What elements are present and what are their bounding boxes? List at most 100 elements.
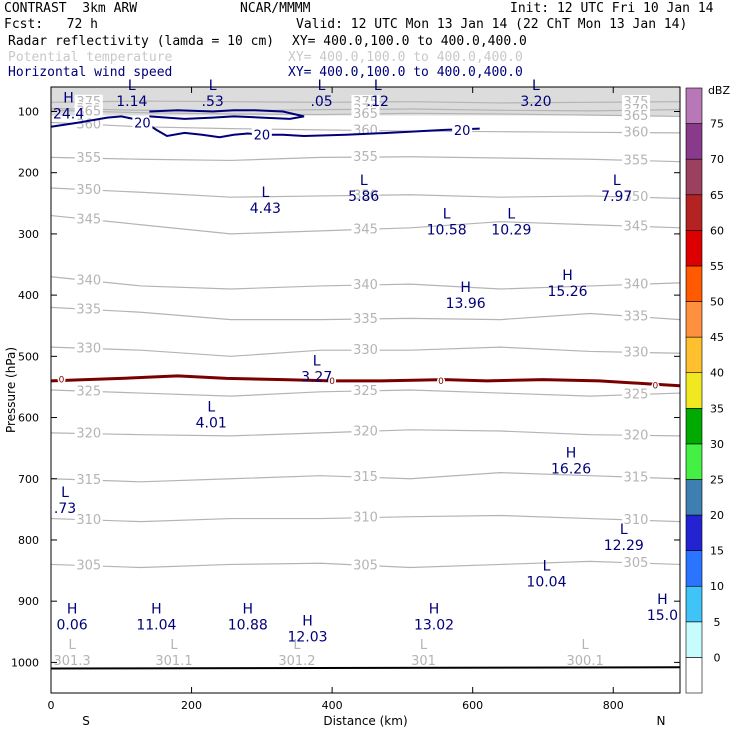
extremum-L: L bbox=[261, 185, 269, 201]
xy-theta: XY= 400.0,100.0 to 400.0,400.0 bbox=[288, 50, 523, 65]
field-reflectivity: Radar reflectivity (lamda = 10 cm) bbox=[8, 34, 275, 49]
extremum-value: 3.20 bbox=[520, 94, 551, 110]
theta-label-350: 350 bbox=[353, 188, 378, 203]
theta-label-bg bbox=[351, 510, 380, 524]
colorbar-label: 20 bbox=[710, 509, 724, 522]
y-axis-title: Pressure (hPa) bbox=[4, 347, 18, 433]
colorbar-swatch bbox=[685, 158, 703, 196]
theta-label-305: 305 bbox=[76, 559, 101, 574]
theta-label-305: 305 bbox=[353, 558, 378, 573]
x-tick-label: 400 bbox=[322, 699, 343, 712]
theta-label-bg bbox=[621, 470, 650, 484]
freezing-level-contour bbox=[50, 374, 681, 388]
extremum-value: 4.01 bbox=[196, 415, 227, 431]
extremum-value: 11.04 bbox=[136, 617, 176, 633]
theta-label-310: 310 bbox=[76, 513, 101, 528]
model-title: CONTRAST 3km ARW bbox=[4, 1, 138, 16]
x-tick-label: 600 bbox=[462, 699, 483, 712]
theta-label-bg bbox=[351, 106, 380, 120]
theta-label-340: 340 bbox=[76, 274, 101, 289]
theta-label-330: 330 bbox=[624, 345, 649, 360]
theta-label-bg bbox=[351, 278, 380, 292]
colorbar-swatch bbox=[685, 230, 703, 267]
extremum-L: L bbox=[543, 559, 551, 575]
theta-label-bg bbox=[74, 341, 103, 355]
extremum-H: H bbox=[566, 445, 577, 461]
extremum-value: 24.4 bbox=[53, 106, 84, 122]
theta-label-325: 325 bbox=[76, 384, 101, 399]
theta-label-bg bbox=[351, 558, 380, 572]
extremum-H: H bbox=[657, 592, 668, 608]
extremum-value: 13.96 bbox=[446, 296, 486, 312]
endpoint-left-label: S bbox=[82, 714, 90, 728]
y-tick-label: 800 bbox=[18, 534, 39, 547]
theta-label-bg bbox=[74, 212, 103, 226]
theta-label-bg bbox=[351, 470, 380, 484]
theta-label-bg bbox=[74, 182, 103, 196]
theta-extremum-L: L bbox=[293, 638, 301, 653]
x-tick-label: 800 bbox=[603, 699, 624, 712]
theta-extremum-value: 300.1 bbox=[567, 654, 604, 669]
theta-label-bg bbox=[621, 309, 650, 323]
extremum-L: L bbox=[128, 78, 136, 94]
colorbar-swatch bbox=[685, 194, 703, 231]
theta-label-bg bbox=[621, 125, 650, 139]
theta-label-bg bbox=[621, 555, 650, 569]
freezing-label-bg bbox=[57, 375, 66, 384]
theta-label-345: 345 bbox=[76, 212, 101, 227]
x-tick-label: 0 bbox=[48, 699, 55, 712]
extremum-value: .53 bbox=[202, 94, 224, 110]
y-tick-label: 600 bbox=[18, 412, 39, 425]
surface-line bbox=[50, 666, 681, 670]
field-theta: Potential temperature bbox=[8, 50, 173, 65]
extremum-H: H bbox=[63, 90, 74, 106]
theta-extremum-L: L bbox=[170, 638, 178, 653]
theta-label-bg bbox=[621, 219, 650, 233]
y-tick-label: 200 bbox=[18, 167, 39, 180]
freezing-label-bg bbox=[328, 376, 337, 385]
extremum-value: 10.88 bbox=[228, 617, 268, 633]
extremum-L: L bbox=[207, 399, 215, 415]
theta-label-340: 340 bbox=[353, 278, 378, 293]
theta-label-350: 350 bbox=[624, 190, 649, 205]
theta-label-355: 355 bbox=[76, 151, 101, 166]
colorbar-swatch bbox=[685, 336, 703, 374]
colorbar-label: 55 bbox=[710, 260, 724, 273]
extremum-H: H bbox=[562, 268, 573, 284]
extremum-H: H bbox=[67, 601, 78, 617]
colorbar-swatch bbox=[685, 265, 703, 302]
extremum-value: 1.14 bbox=[116, 94, 147, 110]
freezing-label: 0 bbox=[329, 377, 335, 387]
theta-label-330: 330 bbox=[76, 341, 101, 356]
x-axis-title: Distance (km) bbox=[323, 714, 407, 728]
theta-label-bg bbox=[74, 473, 103, 487]
theta-label-bg bbox=[74, 426, 103, 440]
colorbar-swatch bbox=[685, 657, 703, 694]
theta-extremum-value: 301.3 bbox=[53, 654, 90, 669]
theta-label-305: 305 bbox=[624, 556, 649, 571]
extremum-value: 7.97 bbox=[601, 189, 632, 205]
extremum-L: L bbox=[507, 207, 515, 223]
y-tick-label: 100 bbox=[18, 105, 39, 118]
extremum-value: 5.86 bbox=[348, 189, 379, 205]
extremum-L: L bbox=[532, 78, 540, 94]
extremum-value: .12 bbox=[367, 94, 389, 110]
wind-label-bg bbox=[452, 122, 473, 136]
extremum-H: H bbox=[243, 601, 254, 617]
theta-label-310: 310 bbox=[353, 511, 378, 526]
colorbar-label: 75 bbox=[710, 118, 724, 131]
colorbar-swatch bbox=[685, 585, 703, 623]
y-tick-label: 300 bbox=[18, 228, 39, 241]
theta-label-315: 315 bbox=[353, 470, 378, 485]
theta-label-310: 310 bbox=[624, 513, 649, 528]
colorbar-label: 10 bbox=[710, 580, 724, 593]
extremum-value: 3.27 bbox=[301, 370, 332, 386]
colorbar-label: 25 bbox=[710, 473, 724, 486]
theta-label-bg bbox=[351, 383, 380, 397]
theta-label-335: 335 bbox=[353, 312, 378, 327]
extremum-L: L bbox=[360, 173, 368, 189]
colorbar-swatch bbox=[685, 372, 703, 409]
theta-label-bg bbox=[74, 273, 103, 287]
theta-label-360: 360 bbox=[624, 126, 649, 141]
